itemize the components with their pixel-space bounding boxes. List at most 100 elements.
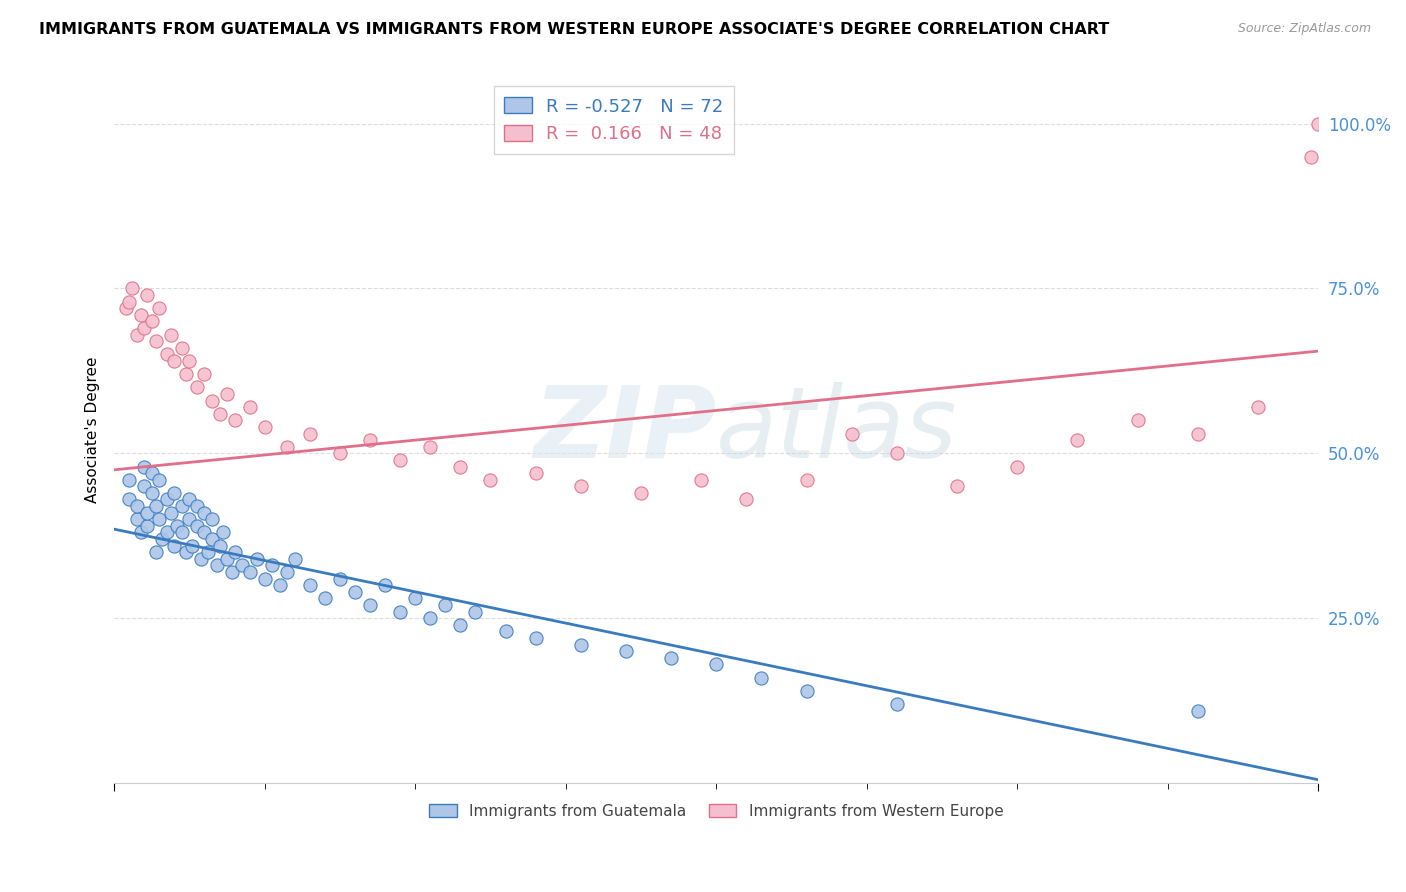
Point [419, 440, 441, 454]
Point [298, 578, 321, 592]
Point [148, 301, 170, 316]
Point [314, 591, 336, 606]
Text: ZIP: ZIP [533, 382, 716, 479]
Point [193, 367, 215, 381]
Point [201, 532, 224, 546]
Y-axis label: Associate's Degree: Associate's Degree [86, 357, 100, 503]
Point [796, 473, 818, 487]
Point [751, 671, 773, 685]
Point [659, 650, 682, 665]
Point [145, 499, 167, 513]
Point [134, 459, 156, 474]
Point [524, 631, 547, 645]
Point [253, 420, 276, 434]
Point [156, 347, 179, 361]
Point [217, 551, 239, 566]
Point [170, 341, 193, 355]
Point [141, 486, 163, 500]
Point [186, 499, 208, 513]
Point [434, 598, 457, 612]
Point [1308, 117, 1330, 131]
Point [1247, 400, 1270, 414]
Point [886, 697, 908, 711]
Point [262, 558, 284, 573]
Point [796, 683, 818, 698]
Point [359, 598, 381, 612]
Point [134, 321, 156, 335]
Point [1187, 426, 1209, 441]
Point [166, 519, 188, 533]
Point [163, 354, 186, 368]
Point [134, 479, 156, 493]
Point [449, 617, 471, 632]
Point [205, 558, 228, 573]
Point [1066, 433, 1088, 447]
Point [136, 519, 159, 533]
Point [495, 624, 517, 639]
Point [1007, 459, 1029, 474]
Legend: Immigrants from Guatemala, Immigrants from Western Europe: Immigrants from Guatemala, Immigrants fr… [423, 797, 1010, 825]
Point [160, 506, 183, 520]
Point [179, 512, 201, 526]
Point [208, 539, 231, 553]
Point [129, 525, 152, 540]
Point [1299, 150, 1322, 164]
Point [284, 551, 307, 566]
Point [125, 499, 148, 513]
Point [197, 545, 219, 559]
Point [221, 565, 243, 579]
Point [464, 605, 486, 619]
Point [946, 479, 969, 493]
Point [181, 539, 204, 553]
Point [208, 407, 231, 421]
Point [419, 611, 441, 625]
Point [201, 512, 224, 526]
Point [163, 539, 186, 553]
Point [201, 393, 224, 408]
Point [231, 558, 253, 573]
Point [614, 644, 637, 658]
Point [179, 354, 201, 368]
Point [246, 551, 269, 566]
Point [329, 446, 352, 460]
Point [690, 473, 713, 487]
Point [115, 301, 138, 316]
Point [170, 525, 193, 540]
Point [217, 387, 239, 401]
Point [211, 525, 233, 540]
Point [269, 578, 291, 592]
Point [125, 327, 148, 342]
Point [389, 605, 412, 619]
Point [224, 413, 246, 427]
Point [118, 492, 141, 507]
Point [449, 459, 471, 474]
Point [118, 294, 141, 309]
Point [125, 512, 148, 526]
Point [145, 545, 167, 559]
Point [253, 572, 276, 586]
Text: atlas: atlas [716, 382, 957, 479]
Point [145, 334, 167, 349]
Point [179, 492, 201, 507]
Point [1126, 413, 1149, 427]
Point [190, 551, 212, 566]
Point [148, 473, 170, 487]
Point [176, 545, 198, 559]
Text: Source: ZipAtlas.com: Source: ZipAtlas.com [1237, 22, 1371, 36]
Point [886, 446, 908, 460]
Point [569, 638, 592, 652]
Point [704, 657, 727, 672]
Point [129, 308, 152, 322]
Point [170, 499, 193, 513]
Point [160, 327, 183, 342]
Point [841, 426, 863, 441]
Point [148, 512, 170, 526]
Point [389, 453, 412, 467]
Text: IMMIGRANTS FROM GUATEMALA VS IMMIGRANTS FROM WESTERN EUROPE ASSOCIATE'S DEGREE C: IMMIGRANTS FROM GUATEMALA VS IMMIGRANTS … [39, 22, 1109, 37]
Point [239, 400, 262, 414]
Point [186, 519, 208, 533]
Point [276, 565, 298, 579]
Point [176, 367, 198, 381]
Point [374, 578, 396, 592]
Point [136, 506, 159, 520]
